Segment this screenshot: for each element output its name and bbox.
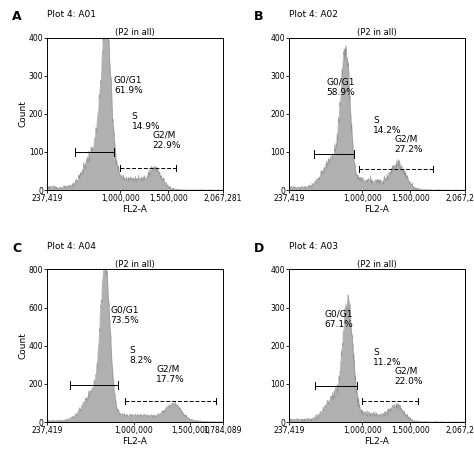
Text: A: A <box>12 10 22 23</box>
Text: G2/M
17.7%: G2/M 17.7% <box>156 365 185 384</box>
Text: Plot 4: A01: Plot 4: A01 <box>47 10 96 19</box>
Text: C: C <box>12 242 21 255</box>
Title: (P2 in all): (P2 in all) <box>115 260 155 269</box>
Text: G0/G1
58.9%: G0/G1 58.9% <box>326 77 355 97</box>
Text: G2/M
22.0%: G2/M 22.0% <box>394 367 423 386</box>
Title: (P2 in all): (P2 in all) <box>357 260 397 269</box>
Text: S
14.9%: S 14.9% <box>131 112 160 131</box>
Text: Plot 4: A02: Plot 4: A02 <box>289 10 338 19</box>
Text: G2/M
27.2%: G2/M 27.2% <box>394 135 423 154</box>
X-axis label: FL2-A: FL2-A <box>123 437 147 446</box>
Title: (P2 in all): (P2 in all) <box>357 28 397 37</box>
Text: G0/G1
61.9%: G0/G1 61.9% <box>114 76 143 95</box>
Text: G0/G1
73.5%: G0/G1 73.5% <box>110 306 139 325</box>
Text: G0/G1
67.1%: G0/G1 67.1% <box>324 310 353 329</box>
Title: (P2 in all): (P2 in all) <box>115 28 155 37</box>
Text: D: D <box>254 242 264 255</box>
Text: Plot 4: A03: Plot 4: A03 <box>289 242 338 251</box>
Y-axis label: Count: Count <box>18 333 27 359</box>
Text: S
14.2%: S 14.2% <box>374 116 402 135</box>
Text: G2/M
22.9%: G2/M 22.9% <box>153 131 181 151</box>
Text: B: B <box>254 10 264 23</box>
X-axis label: FL2-A: FL2-A <box>123 204 147 214</box>
Text: S
8.2%: S 8.2% <box>130 346 153 365</box>
Text: S
11.2%: S 11.2% <box>374 348 402 367</box>
Y-axis label: Count: Count <box>18 100 27 127</box>
X-axis label: FL2-A: FL2-A <box>365 204 389 214</box>
Text: Plot 4: A04: Plot 4: A04 <box>47 242 96 251</box>
X-axis label: FL2-A: FL2-A <box>365 437 389 446</box>
